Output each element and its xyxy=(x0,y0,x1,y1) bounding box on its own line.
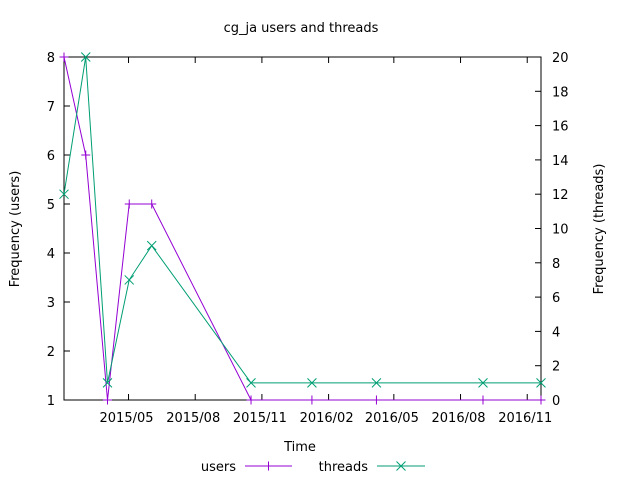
y-axis-label: Frequency (users) xyxy=(8,171,23,288)
plot-border xyxy=(63,56,542,401)
data-point-threads xyxy=(307,377,317,388)
data-point-threads xyxy=(146,240,157,251)
y2-tick-label: 14 xyxy=(552,154,569,169)
y2-tick-label: 12 xyxy=(552,188,569,203)
legend-label-threads: threads xyxy=(319,460,369,475)
chart-title: cg_ja users and threads xyxy=(224,21,379,36)
y2-tick-label: 8 xyxy=(552,257,560,272)
y2-tick-label: 20 xyxy=(552,51,569,66)
data-point-users xyxy=(246,395,256,405)
y-axis: 1 2 3 4 5 6 7 8 xyxy=(47,51,70,409)
y2-tick-label: 6 xyxy=(552,291,560,306)
x-tick-label: 2016/02 xyxy=(300,411,354,426)
x-tick-label: 2015/08 xyxy=(166,411,220,426)
data-point-threads xyxy=(246,377,256,388)
series-line-threads xyxy=(63,56,541,384)
data-point-users xyxy=(102,395,112,405)
y-tick-label: 7 xyxy=(47,100,55,115)
data-point-users xyxy=(307,395,317,405)
x-axis: 2015/05 2015/08 2015/11 2016/02 2016/05 2016/… xyxy=(100,57,552,426)
data-point-threads xyxy=(371,377,382,388)
x-tick-label: 2016/08 xyxy=(432,411,486,426)
series-layer xyxy=(59,52,546,405)
data-point-users xyxy=(59,52,69,62)
data-point-threads xyxy=(478,377,488,388)
legend-label-users: users xyxy=(201,460,236,475)
legend: users threads xyxy=(201,460,425,475)
series-line-users xyxy=(63,56,541,401)
data-point-threads xyxy=(80,52,91,62)
y-tick-label: 2 xyxy=(47,345,55,360)
legend-marker-users xyxy=(264,461,273,471)
y2-tick-label: 10 xyxy=(552,223,569,238)
x-tick-label: 2015/05 xyxy=(100,411,154,426)
data-point-threads xyxy=(102,377,113,388)
x-tick-label: 2015/11 xyxy=(233,411,287,426)
x-axis-label: Time xyxy=(283,440,316,455)
y-tick-label: 6 xyxy=(47,149,55,164)
y-tick-label: 8 xyxy=(47,51,55,66)
data-point-users xyxy=(478,395,488,405)
data-point-users xyxy=(124,199,134,209)
x-tick-label: 2016/11 xyxy=(498,411,552,426)
data-point-threads xyxy=(124,275,135,285)
y2-tick-label: 2 xyxy=(552,360,560,375)
data-point-users xyxy=(371,395,381,405)
legend-marker-threads xyxy=(396,461,406,471)
data-point-threads xyxy=(59,189,69,200)
data-point-threads xyxy=(536,377,546,388)
y-tick-label: 1 xyxy=(47,394,55,409)
data-point-users xyxy=(147,199,157,209)
y2-tick-label: 18 xyxy=(552,85,569,100)
y2-tick-label: 4 xyxy=(552,325,560,340)
data-point-users xyxy=(536,395,546,405)
y2-axis: 0 2 4 6 8 10 12 14 16 18 20 xyxy=(535,51,569,409)
y-tick-label: 5 xyxy=(47,198,55,213)
y2-tick-label: 16 xyxy=(552,120,569,135)
x-tick-label: 2016/05 xyxy=(365,411,419,426)
y2-tick-label: 0 xyxy=(552,394,560,409)
y-tick-label: 3 xyxy=(47,296,55,311)
data-point-users xyxy=(81,150,91,160)
y2-axis-label: Frequency (threads) xyxy=(592,164,607,295)
plot-frame xyxy=(63,56,542,401)
y-tick-label: 4 xyxy=(47,247,55,262)
